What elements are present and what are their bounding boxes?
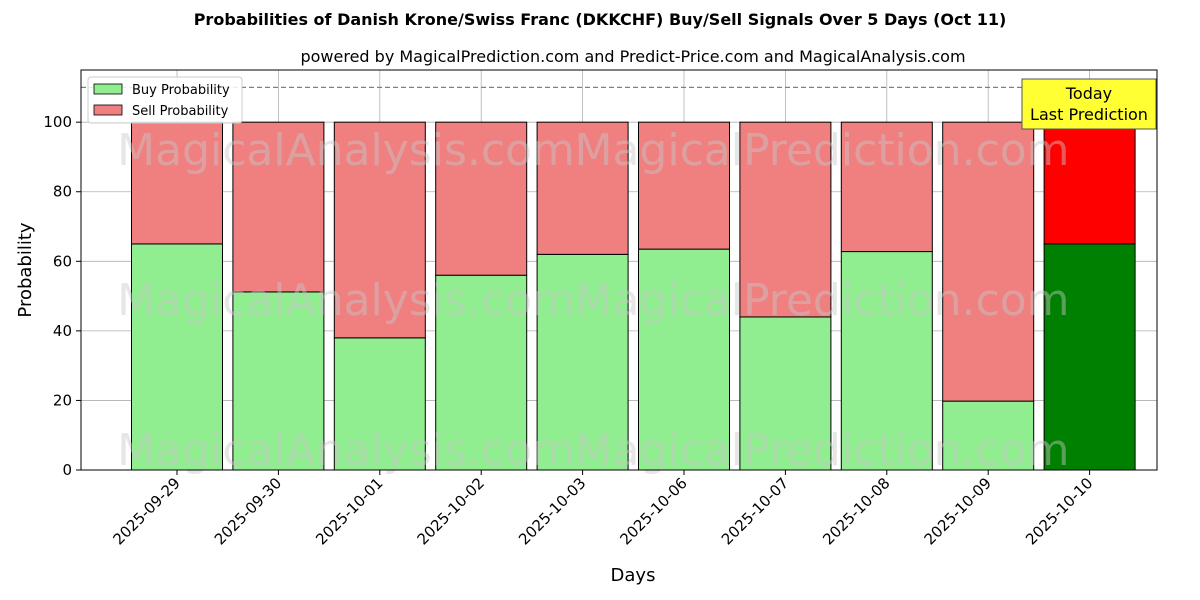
x-tick-label: 2025-10-03	[515, 474, 589, 548]
x-tick-label: 2025-10-08	[819, 474, 893, 548]
annotation-line-today: Today	[1065, 84, 1112, 103]
sell-bar	[942, 121, 1035, 402]
sell-bar	[536, 121, 629, 255]
x-tick-label: 2025-10-10	[1022, 474, 1096, 548]
watermark-text: MagicalPrediction.com	[575, 125, 1070, 176]
sell-bar	[435, 121, 528, 276]
watermark-text: MagicalAnalysis.com	[117, 125, 575, 176]
y-tick-label: 100	[43, 113, 72, 131]
sell-bar	[1043, 121, 1136, 245]
x-tick-label: 2025-09-30	[211, 474, 285, 548]
legend-swatch-sell	[93, 104, 123, 116]
y-tick-label: 60	[53, 252, 72, 270]
annotation-box	[1021, 78, 1157, 130]
legend-label-sell: Sell Probability	[132, 104, 229, 119]
buy-bar	[942, 400, 1035, 471]
y-tick-label: 0	[62, 461, 72, 479]
x-axis-label: Days	[611, 565, 656, 586]
plot-frame	[80, 69, 1158, 471]
y-tick-label: 40	[53, 322, 72, 340]
watermark-text: MagicalAnalysis.com	[117, 275, 575, 326]
watermark-text: MagicalPrediction.com	[575, 425, 1070, 476]
legend: Buy Probability Sell Probability	[87, 76, 243, 124]
buy-bar	[536, 253, 629, 471]
y-axis-label: Probability	[15, 222, 36, 317]
y-axis: 0 20 40 60 80 100	[43, 113, 81, 479]
sell-bar	[131, 121, 223, 245]
buy-bar	[131, 243, 223, 471]
sell-bar	[739, 121, 832, 318]
watermark-text: MagicalAnalysis.com	[117, 425, 575, 476]
sell-bar	[638, 121, 730, 250]
bars	[131, 121, 1136, 471]
today-annotation: Today Last Prediction	[1021, 78, 1157, 130]
sell-bar	[333, 121, 426, 339]
buy-bar	[333, 337, 426, 471]
buy-bar	[638, 248, 730, 471]
chart-subtitle: powered by MagicalPrediction.com and Pre…	[300, 47, 965, 66]
sell-bar	[840, 121, 933, 253]
legend-swatch-buy	[93, 83, 123, 95]
legend-box	[87, 76, 243, 124]
y-tick-label: 80	[53, 183, 72, 201]
x-tick-label: 2025-10-07	[718, 474, 792, 548]
x-tick-label: 2025-10-09	[921, 474, 995, 548]
buy-bar	[1043, 243, 1136, 471]
legend-label-buy: Buy Probability	[132, 83, 230, 98]
buy-bar	[840, 251, 933, 471]
watermarks: MagicalAnalysis.com MagicalPrediction.com…	[117, 125, 1069, 476]
y-tick-label: 20	[53, 391, 72, 409]
x-tick-label: 2025-10-06	[616, 474, 690, 548]
buy-bar	[739, 316, 832, 471]
chart-title: Probabilities of Danish Krone/Swiss Fran…	[194, 10, 1007, 29]
watermark-text: MagicalPrediction.com	[575, 275, 1070, 326]
sell-bar	[232, 121, 325, 293]
x-tick-label: 2025-10-02	[414, 474, 488, 548]
x-tick-label: 2025-10-01	[312, 474, 386, 548]
buy-bar	[435, 274, 528, 471]
x-axis: 2025-09-29 2025-09-30 2025-10-01 2025-10-02…	[109, 470, 1096, 548]
annotation-line-last-prediction: Last Prediction	[1030, 105, 1148, 124]
x-tick-label: 2025-09-29	[109, 474, 183, 548]
